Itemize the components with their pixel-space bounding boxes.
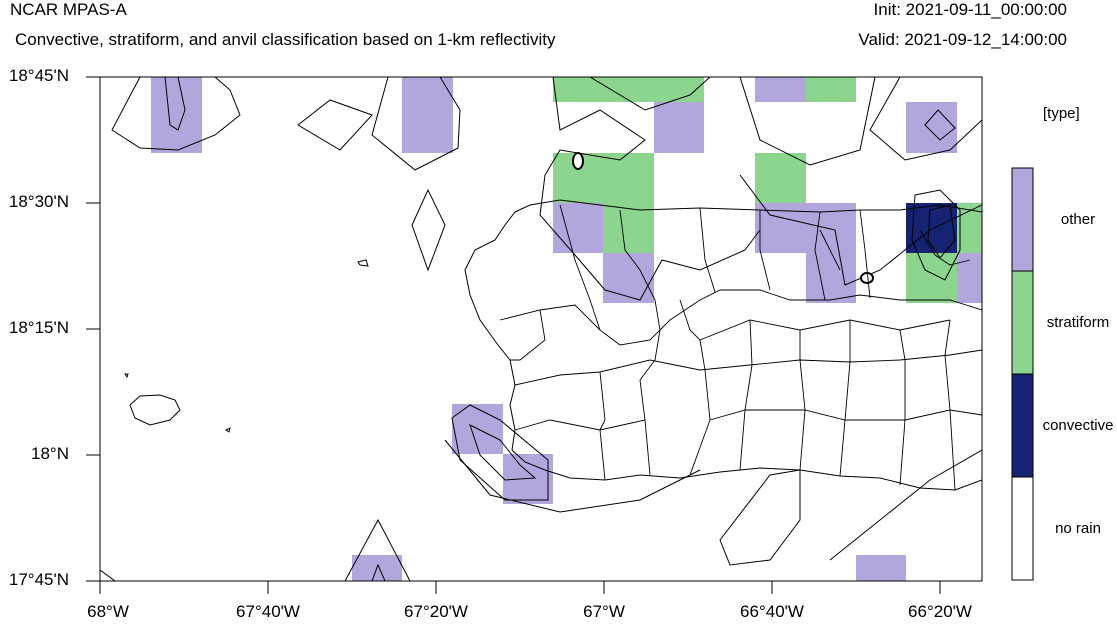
contour-line	[344, 518, 411, 581]
x-tick-label: 66°40'W	[740, 602, 804, 621]
border	[814, 211, 826, 301]
cell-other	[503, 454, 553, 504]
cell-other	[151, 77, 202, 153]
contour-zero-mark	[860, 272, 874, 284]
cell-other	[856, 555, 906, 581]
border	[799, 330, 806, 471]
y-tick-label: 17°45'N	[8, 570, 69, 589]
border	[514, 349, 982, 386]
border	[514, 419, 646, 431]
cell-other	[957, 253, 982, 303]
contour-line	[589, 77, 711, 111]
x-tick-label: 66°20'W	[908, 602, 972, 621]
contour-line	[924, 109, 956, 141]
axis-ticks	[86, 76, 941, 594]
legend-label-convective: convective	[1042, 417, 1114, 434]
border	[679, 299, 951, 341]
contour-line	[739, 77, 876, 166]
contour-line	[371, 77, 461, 171]
cell-stratiform	[553, 153, 654, 203]
islet	[225, 427, 231, 433]
x-tick-label: 67°20'W	[404, 602, 468, 621]
border	[919, 229, 971, 266]
contour-line	[911, 189, 961, 281]
border	[619, 209, 661, 331]
contour-lines	[100, 77, 982, 581]
contour-line	[411, 188, 446, 272]
border	[759, 210, 771, 291]
border	[499, 304, 601, 331]
contour-line	[111, 77, 241, 151]
municipality-borders	[499, 204, 982, 491]
contour-line	[539, 77, 761, 301]
cell-stratiform	[806, 77, 856, 102]
contour-line	[739, 174, 982, 286]
border	[709, 409, 982, 421]
contour-line	[869, 77, 982, 161]
y-tick-label: 18°45'N	[8, 66, 69, 85]
legend-swatch-no-rain	[1011, 476, 1034, 581]
cell-stratiform	[906, 253, 957, 303]
coastline	[124, 199, 982, 491]
cell-other	[806, 253, 856, 303]
contour-line	[164, 77, 186, 131]
border	[944, 319, 956, 491]
legend-swatch-convective	[1011, 373, 1034, 478]
y-tick-label: 18°N	[31, 444, 69, 463]
main-island-coast	[464, 199, 982, 491]
border	[739, 319, 753, 471]
border	[639, 329, 661, 476]
cell-other	[402, 77, 453, 153]
legend-swatch-other	[1011, 167, 1034, 272]
x-tick-label: 67°40'W	[236, 602, 300, 621]
cell-stratiform	[553, 77, 704, 102]
contour-line	[829, 449, 982, 561]
classification-map	[100, 77, 982, 581]
plot-subtitle: Convective, stratiform, and anvil classi…	[15, 30, 556, 49]
model-title: NCAR MPAS-A	[10, 0, 127, 19]
border	[859, 209, 871, 299]
cell-other	[755, 77, 806, 102]
contour-line	[451, 404, 549, 501]
border	[689, 339, 711, 476]
contour-zero-mark	[572, 152, 584, 170]
valid-time: Valid: 2021-09-12_14:00:00	[858, 30, 1067, 49]
classification-cells	[151, 77, 982, 581]
y-tick-label: 18°30'N	[8, 192, 69, 211]
cell-other	[654, 102, 704, 153]
legend-swatch-stratiform	[1011, 270, 1034, 375]
contour-line	[719, 469, 801, 566]
border	[510, 309, 546, 361]
islet	[357, 259, 369, 267]
cell-other	[553, 203, 603, 253]
mona-island	[129, 394, 181, 426]
legend-label-other: other	[1060, 211, 1096, 228]
legend-label-no-rain: no rain	[1055, 520, 1101, 537]
border	[559, 204, 982, 346]
cell-other	[906, 102, 957, 153]
contour-line	[100, 569, 116, 581]
contour-line	[371, 563, 386, 581]
contour-line	[444, 439, 701, 513]
contour-labels	[572, 152, 874, 284]
legend-label-stratiform: stratiform	[1046, 314, 1110, 331]
border	[599, 371, 606, 481]
legend-title: [type]	[1043, 105, 1080, 122]
contour-line	[297, 99, 373, 151]
contour-line	[469, 424, 537, 481]
border	[819, 229, 841, 271]
border	[699, 207, 716, 293]
init-time: Init: 2021-09-11_00:00:00	[873, 0, 1067, 19]
legend-colorbar	[1011, 167, 1034, 581]
y-tick-label: 18°15'N	[8, 318, 69, 337]
cell-stratiform	[755, 153, 806, 203]
cell-stratiform	[603, 203, 654, 253]
border	[839, 320, 851, 477]
border	[899, 329, 906, 486]
x-tick-label: 68°W	[87, 602, 129, 621]
x-tick-label: 67°W	[583, 602, 625, 621]
cell-other	[603, 253, 654, 303]
islet	[124, 373, 129, 379]
